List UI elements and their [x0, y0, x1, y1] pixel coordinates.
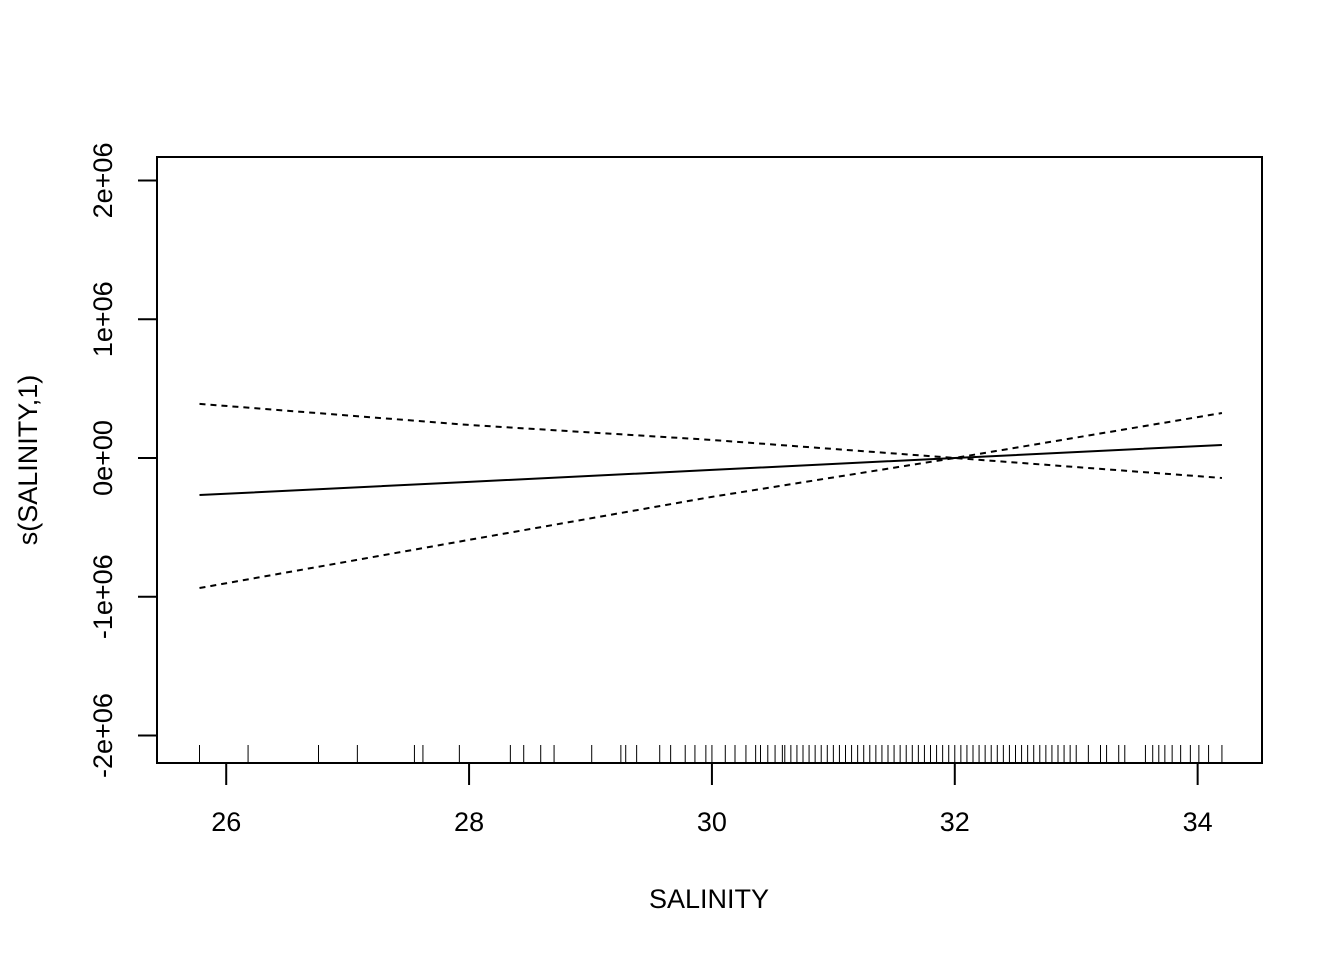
x-tick-label: 34: [1183, 807, 1213, 837]
plot-frame: [156, 156, 1263, 764]
x-tick-label: 28: [454, 807, 484, 837]
y-tick-label: 1e+06: [88, 281, 118, 357]
x-axis-label: SALINITY: [649, 884, 769, 914]
y-tick-label: -1e+06: [88, 554, 118, 639]
y-tick-label: 2e+06: [88, 143, 118, 219]
smooth-line: [199, 402, 1223, 479]
y-tick-label: 0e+00: [88, 420, 118, 496]
x-tick-label: 32: [940, 807, 970, 837]
x-tick-label: 30: [697, 807, 727, 837]
smooth-line: [199, 443, 1222, 497]
smooth-line: [199, 412, 1223, 589]
y-axis-label: s(SALINITY,1): [13, 375, 43, 546]
x-tick-label: 26: [211, 807, 241, 837]
y-tick-label: -2e+06: [88, 693, 118, 778]
